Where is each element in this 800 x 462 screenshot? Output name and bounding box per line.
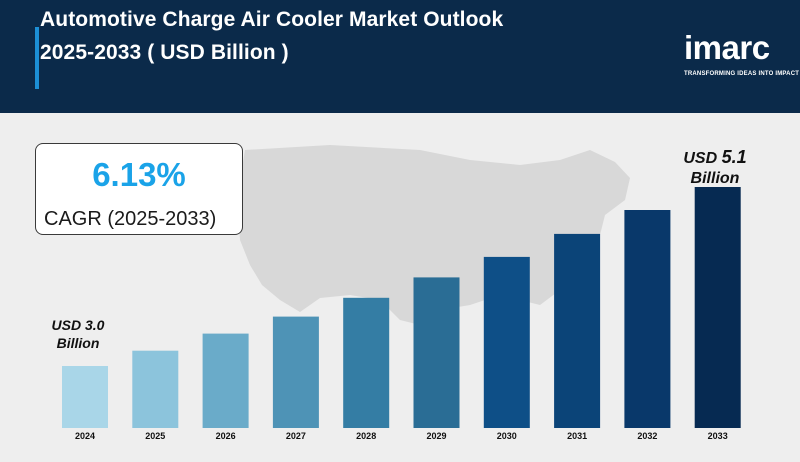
chart-title-line1: Automotive Charge Air Cooler Market Outl… xyxy=(40,8,504,31)
imarc-logo: imarc TRANSFORMING IDEAS INTO IMPACT xyxy=(684,29,799,80)
bar-2025 xyxy=(132,350,179,428)
title-accent-bar xyxy=(35,27,39,89)
bar-2029 xyxy=(413,277,460,428)
bar-2031 xyxy=(554,233,601,428)
start-value-callout: USD 3.0 Billion xyxy=(38,316,118,352)
start-value-line2: Billion xyxy=(56,335,100,351)
cagr-box: 6.13% CAGR (2025-2033) xyxy=(35,143,243,235)
bar-2028 xyxy=(343,297,390,428)
x-tick-2033: 2033 xyxy=(708,431,728,441)
bar-2024 xyxy=(62,366,108,428)
chart-title-line2: 2025-2033 ( USD Billion ) xyxy=(40,41,289,64)
end-value-line1: USD 5.1 xyxy=(660,147,770,169)
x-tick-2029: 2029 xyxy=(426,431,446,441)
cagr-value: 6.13% xyxy=(92,156,186,193)
bar-2026 xyxy=(202,333,249,428)
end-value-prefix: USD xyxy=(683,150,718,167)
x-tick-2027: 2027 xyxy=(286,431,306,441)
end-value-line2: Billion xyxy=(690,170,740,187)
logo-tagline: TRANSFORMING IDEAS INTO IMPACT xyxy=(684,71,800,77)
logo-wordmark: imarc xyxy=(684,29,770,66)
x-tick-2030: 2030 xyxy=(497,431,517,441)
x-tick-2025: 2025 xyxy=(145,431,165,441)
x-tick-2032: 2032 xyxy=(637,431,657,441)
end-value-number: 5.1 xyxy=(721,147,747,167)
x-tick-2028: 2028 xyxy=(356,431,376,441)
header-banner: Automotive Charge Air Cooler Market Outl… xyxy=(0,0,800,113)
bar-2027 xyxy=(272,316,319,428)
cagr-label: CAGR (2025-2033) xyxy=(44,208,217,230)
x-tick-2024: 2024 xyxy=(75,431,95,441)
bar-2033 xyxy=(694,187,741,428)
end-value-callout: USD 5.1 Billion xyxy=(660,147,770,189)
bar-2032 xyxy=(624,210,671,428)
x-tick-2031: 2031 xyxy=(567,431,587,441)
x-tick-2026: 2026 xyxy=(216,431,236,441)
start-value-line1: USD 3.0 xyxy=(51,317,105,333)
bar-2030 xyxy=(483,256,530,428)
